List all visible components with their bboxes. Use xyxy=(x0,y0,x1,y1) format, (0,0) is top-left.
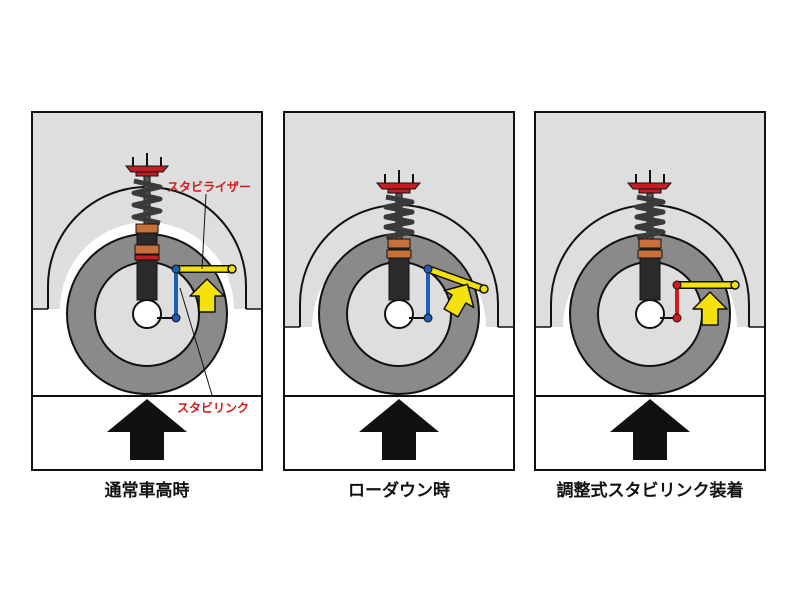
stabilink-joint xyxy=(171,264,181,274)
arrow-up-icon xyxy=(692,291,728,326)
panel-caption: 通常車高時 xyxy=(105,480,190,501)
push-arrow-icon xyxy=(107,399,187,460)
panel-caption: ローダウン時 xyxy=(348,480,450,501)
panel-caption: 調整式スタビリンク装着 xyxy=(557,480,744,501)
shock-body xyxy=(639,247,661,301)
spring-collar xyxy=(387,238,411,249)
stabilizer-callout: スタビライザー xyxy=(167,179,251,194)
stabilink-joint xyxy=(672,280,682,290)
hub xyxy=(384,299,414,329)
coil-spring xyxy=(131,178,163,226)
coil-spring xyxy=(634,194,666,240)
panel-adjustable: 調整式スタビリンク装着 xyxy=(534,111,766,501)
push-arrow-icon xyxy=(610,399,690,460)
stabilink-joint xyxy=(171,313,181,323)
callout-leader xyxy=(179,287,213,396)
shock-body xyxy=(136,232,158,301)
arrow-up-icon xyxy=(189,278,225,313)
spring-collar xyxy=(135,223,159,234)
spring-collar xyxy=(638,238,662,249)
stabilink-joint xyxy=(423,264,433,274)
push-arrow-icon xyxy=(359,399,439,460)
top-mount xyxy=(375,182,422,190)
stabilink-joint xyxy=(672,313,682,323)
coil-spring xyxy=(383,194,415,240)
arrow-up-icon xyxy=(443,283,475,318)
hub xyxy=(132,299,162,329)
coilover xyxy=(124,153,170,301)
top-mount xyxy=(626,182,673,190)
shock-body xyxy=(388,247,410,301)
stabilink-callout: スタビリンク xyxy=(177,400,249,415)
stabilink-joint xyxy=(423,313,433,323)
panel-lowered: ローダウン時 xyxy=(283,111,515,501)
panel-normal: スタビライザー スタビリンク 通常車高時 xyxy=(31,111,263,501)
callout-leader xyxy=(201,193,207,270)
hub xyxy=(635,299,665,329)
coilover xyxy=(375,170,422,301)
top-mount xyxy=(124,165,170,173)
coilover xyxy=(626,170,673,301)
